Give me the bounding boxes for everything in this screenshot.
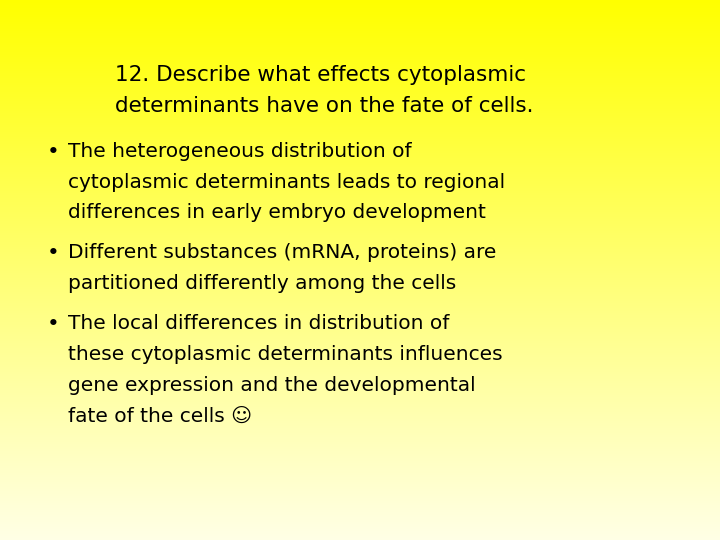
Text: Different substances (mRNA, proteins) are: Different substances (mRNA, proteins) ar… <box>68 244 497 262</box>
Text: The local differences in distribution of: The local differences in distribution of <box>68 314 450 333</box>
Text: •: • <box>47 142 60 162</box>
Text: gene expression and the developmental: gene expression and the developmental <box>68 376 476 395</box>
Text: partitioned differently among the cells: partitioned differently among the cells <box>68 274 456 293</box>
Text: The heterogeneous distribution of: The heterogeneous distribution of <box>68 142 412 161</box>
Text: •: • <box>47 314 60 334</box>
Text: determinants have on the fate of cells.: determinants have on the fate of cells. <box>115 96 534 116</box>
Text: fate of the cells ☺: fate of the cells ☺ <box>68 407 253 426</box>
Text: 12. Describe what effects cytoplasmic: 12. Describe what effects cytoplasmic <box>115 65 526 85</box>
Text: differences in early embryo development: differences in early embryo development <box>68 204 486 222</box>
Text: these cytoplasmic determinants influences: these cytoplasmic determinants influence… <box>68 345 503 364</box>
Text: •: • <box>47 244 60 264</box>
Text: cytoplasmic determinants leads to regional: cytoplasmic determinants leads to region… <box>68 173 505 192</box>
